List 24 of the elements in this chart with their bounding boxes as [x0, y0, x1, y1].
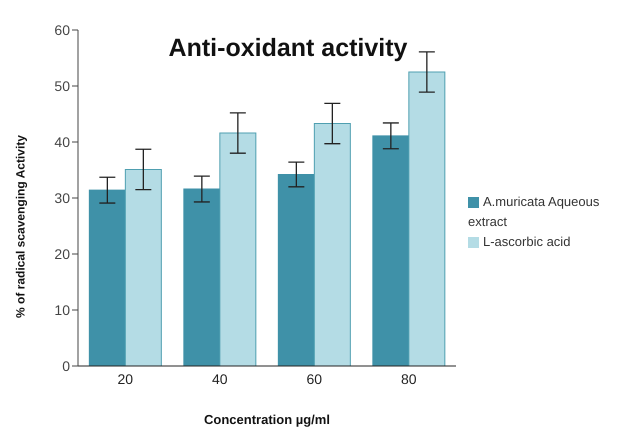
bar [278, 174, 315, 366]
bar [219, 132, 256, 366]
x-tick-label: 20 [117, 370, 134, 387]
y-tick-label: 20 [54, 246, 70, 262]
x-tick-label: 80 [400, 370, 417, 387]
bar [408, 72, 446, 366]
y-tick-label: 0 [62, 358, 70, 374]
x-axis-title: Concentration µg/ml [204, 412, 330, 427]
y-tick-label: 10 [54, 302, 70, 318]
y-axis-title: % of radical scavenging Activity [13, 134, 28, 318]
legend-label: L-ascorbic acid [483, 234, 570, 249]
legend-label: A.muricata Aqueous extract [468, 194, 600, 229]
x-tick-label: 60 [306, 370, 322, 387]
y-tick-label: 30 [54, 190, 70, 206]
bar [183, 188, 220, 366]
bar [124, 168, 162, 366]
bar [314, 123, 351, 366]
bar [372, 135, 410, 366]
y-tick-label: 50 [54, 78, 70, 94]
x-tick-label: 40 [212, 370, 228, 387]
bar [88, 190, 126, 366]
chart-title: Anti-oxidant activity [168, 34, 408, 63]
y-tick-label: 40 [54, 134, 70, 150]
y-tick-label: 60 [54, 22, 70, 38]
